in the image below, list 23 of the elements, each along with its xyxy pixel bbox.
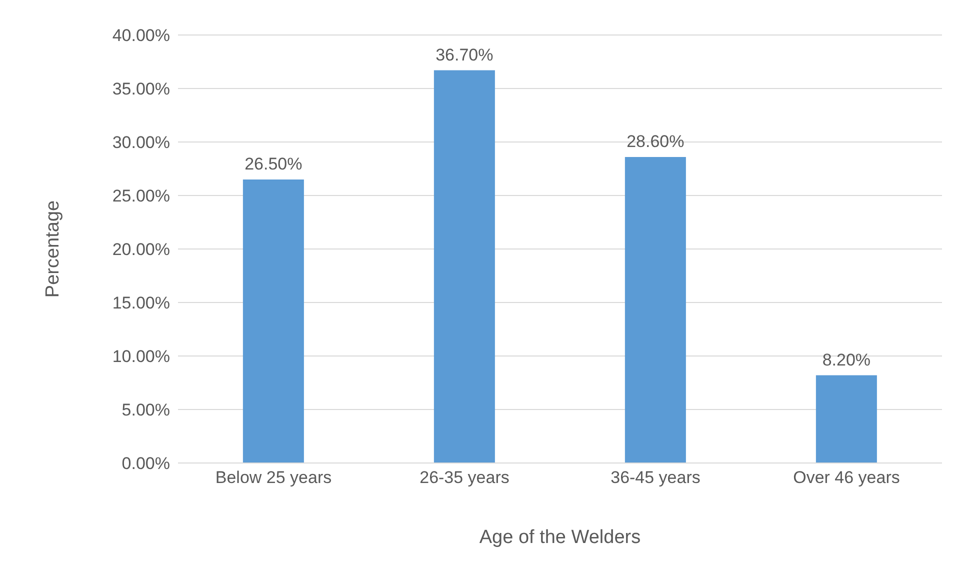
- x-tick-label: 36-45 years: [610, 468, 700, 488]
- x-tick-label: Below 25 years: [215, 468, 332, 488]
- bar: [242, 179, 304, 463]
- y-tick-label: 40.00%: [112, 26, 170, 46]
- x-axis-title: Age of the Welders: [479, 527, 641, 548]
- data-label: 36.70%: [436, 45, 494, 64]
- y-tick-label: 30.00%: [112, 133, 170, 152]
- y-tick-label: 35.00%: [112, 80, 170, 99]
- y-tick-label: 0.00%: [122, 454, 170, 474]
- x-tick-label: 26-35 years: [420, 468, 510, 488]
- bar: [816, 375, 877, 463]
- y-tick-label: 20.00%: [112, 240, 170, 260]
- y-tick-label: 10.00%: [112, 347, 170, 366]
- y-axis-title: Percentage: [42, 200, 64, 298]
- bar: [434, 70, 495, 463]
- data-label: 26.50%: [244, 154, 302, 174]
- y-tick-label: 5.00%: [122, 400, 170, 420]
- data-label: 28.60%: [626, 132, 684, 151]
- x-tick-label: Over 46 years: [793, 468, 900, 488]
- y-tick-label: 25.00%: [112, 186, 170, 206]
- bar: [624, 156, 686, 463]
- y-tick-label: 15.00%: [112, 294, 170, 313]
- data-label: 8.20%: [822, 350, 871, 370]
